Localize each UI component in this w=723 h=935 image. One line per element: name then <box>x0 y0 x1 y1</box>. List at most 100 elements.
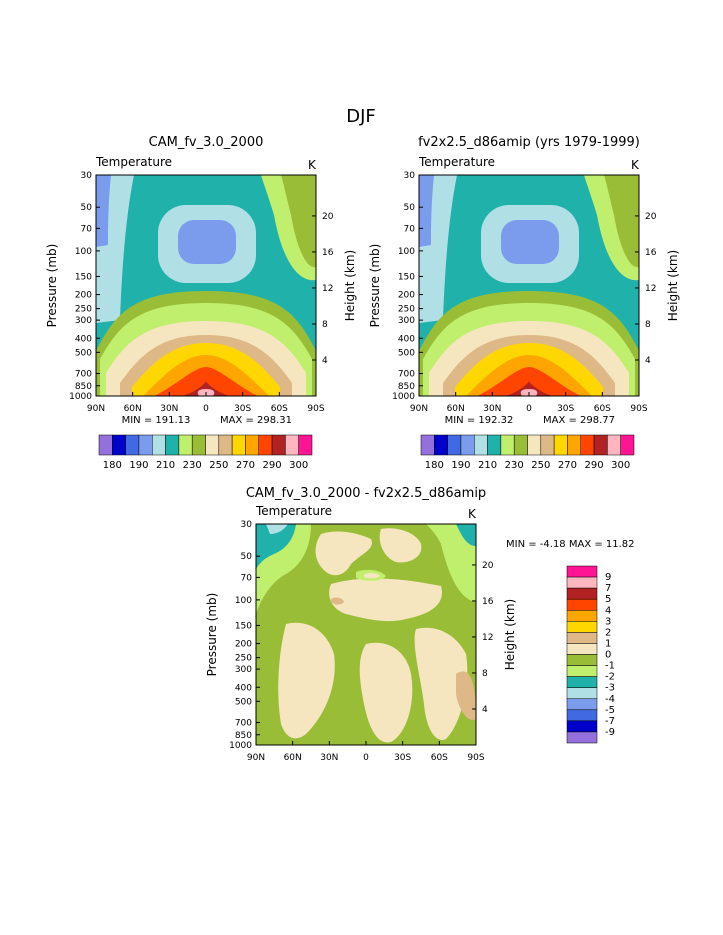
y-tick-label: 250 <box>75 305 92 315</box>
colorbar-box <box>259 435 272 455</box>
y2-axis-label: Height (km) <box>503 599 517 670</box>
plot-area <box>256 524 476 745</box>
panel-difference: CAM_fv_3.0_2000 - fv2x2.5_d86amip Tempera… <box>205 486 635 763</box>
plot-area <box>96 175 316 400</box>
y-tick-label: 400 <box>235 683 252 693</box>
colorbar-box <box>528 435 541 455</box>
minmax-label: MIN = -4.18 MAX = 11.82 <box>506 539 635 550</box>
colorbar-label: 4 <box>605 605 611 616</box>
y2-tick-label: 20 <box>645 212 657 222</box>
x-tick-label: 90N <box>410 404 428 414</box>
y2-tick-label: 8 <box>322 320 328 330</box>
x-tick-label: 60N <box>284 753 302 763</box>
x-tick-label: 30S <box>394 753 411 763</box>
x-tick-label: 30N <box>160 404 178 414</box>
y-tick-label: 1000 <box>392 392 415 402</box>
y-tick-label: 400 <box>398 334 415 344</box>
colorbar-box <box>567 566 597 577</box>
colorbar-box <box>488 435 501 455</box>
colorbar-label: -4 <box>605 694 615 705</box>
y-tick-label: 250 <box>235 654 252 664</box>
variable-label: Temperature <box>255 504 332 518</box>
colorbar-label: -2 <box>605 672 615 683</box>
y2-tick-label: 8 <box>645 320 651 330</box>
y-tick-label: 500 <box>235 697 252 707</box>
y-tick-label: 700 <box>235 719 252 729</box>
contours <box>419 175 639 400</box>
colorbar-box <box>554 435 567 455</box>
colorbar-label: 270 <box>236 460 255 471</box>
panel-model: CAM_fv_3.0_2000 Temperature K 30 50 70 100 150 2… <box>45 135 357 471</box>
min-label: MIN = 191.13 <box>122 415 191 426</box>
y2-tick-label: 16 <box>322 248 334 258</box>
colorbar-box <box>567 621 597 632</box>
x-tick-label: 90N <box>87 404 105 414</box>
colorbar-label: 190 <box>451 460 470 471</box>
colorbar-label: 210 <box>156 460 175 471</box>
y-tick-label: 400 <box>75 334 92 344</box>
colorbar-box <box>219 435 232 455</box>
colorbar-label: 0 <box>605 650 611 661</box>
colorbar-box <box>567 688 597 699</box>
colorbar-box <box>139 435 152 455</box>
y-tick-label: 500 <box>398 348 415 358</box>
colorbar-label: 290 <box>585 460 604 471</box>
panel-title: CAM_fv_3.0_2000 <box>149 135 264 150</box>
colorbar-label: -9 <box>605 727 615 738</box>
y-tick-label: 70 <box>81 224 93 234</box>
units-label: K <box>308 158 317 172</box>
y2-axis-label: Height (km) <box>343 250 357 321</box>
colorbar-label: 230 <box>505 460 524 471</box>
colorbar-box <box>434 435 447 455</box>
y-tick-label: 300 <box>235 665 252 675</box>
x-tick-label: 30S <box>557 404 574 414</box>
colorbar-box <box>448 435 461 455</box>
y-tick-label: 70 <box>241 573 253 583</box>
panel-title: CAM_fv_3.0_2000 - fv2x2.5_d86amip <box>246 486 486 501</box>
y-tick-label: 70 <box>404 224 416 234</box>
y2-tick-label: 20 <box>482 561 494 571</box>
y-tick-label: 500 <box>75 348 92 358</box>
colorbar-box <box>567 710 597 721</box>
colorbar-label: 300 <box>289 460 308 471</box>
colorbar-box <box>232 435 245 455</box>
colorbar-label: -3 <box>605 683 615 694</box>
y2-tick-label: 12 <box>645 284 656 294</box>
colorbar-box <box>514 435 527 455</box>
colorbar-label: 1 <box>605 638 611 649</box>
x-tick-label: 60N <box>447 404 465 414</box>
colorbar-label: 230 <box>183 460 202 471</box>
colorbar-box <box>501 435 514 455</box>
colorbar-box <box>567 599 597 610</box>
y-tick-label: 100 <box>235 596 252 606</box>
y2-tick-label: 12 <box>482 633 493 643</box>
y2-tick-label: 20 <box>322 212 334 222</box>
y-tick-label: 30 <box>241 520 253 530</box>
y2-tick-label: 4 <box>322 356 328 366</box>
colorbar-label: 180 <box>103 460 122 471</box>
contour-vortex-inner <box>501 220 559 264</box>
y-tick-label: 150 <box>398 272 415 282</box>
colorbar-label: -1 <box>605 661 615 672</box>
y2-tick-label: 16 <box>482 597 494 607</box>
x-tick-label: 60S <box>431 753 448 763</box>
x-tick-label: 60S <box>594 404 611 414</box>
y-tick-label: 200 <box>398 291 415 301</box>
variable-label: Temperature <box>95 155 172 169</box>
colorbar-box <box>567 732 597 743</box>
colorbar-box <box>541 435 554 455</box>
y-tick-label: 850 <box>75 382 92 392</box>
x-tick-label: 0 <box>363 753 369 763</box>
colorbar-label: 270 <box>558 460 577 471</box>
colorbar-box <box>461 435 474 455</box>
y-tick-label: 150 <box>235 621 252 631</box>
x-tick-label: 90S <box>630 404 647 414</box>
y-tick-label: 700 <box>398 370 415 380</box>
colorbar-label: -7 <box>605 716 615 727</box>
y-tick-label: 50 <box>404 203 416 213</box>
x-tick-label: 30N <box>483 404 501 414</box>
y2-tick-label: 8 <box>482 669 488 679</box>
colorbar-box <box>112 435 125 455</box>
colorbar-box <box>245 435 258 455</box>
y-tick-label: 850 <box>398 382 415 392</box>
